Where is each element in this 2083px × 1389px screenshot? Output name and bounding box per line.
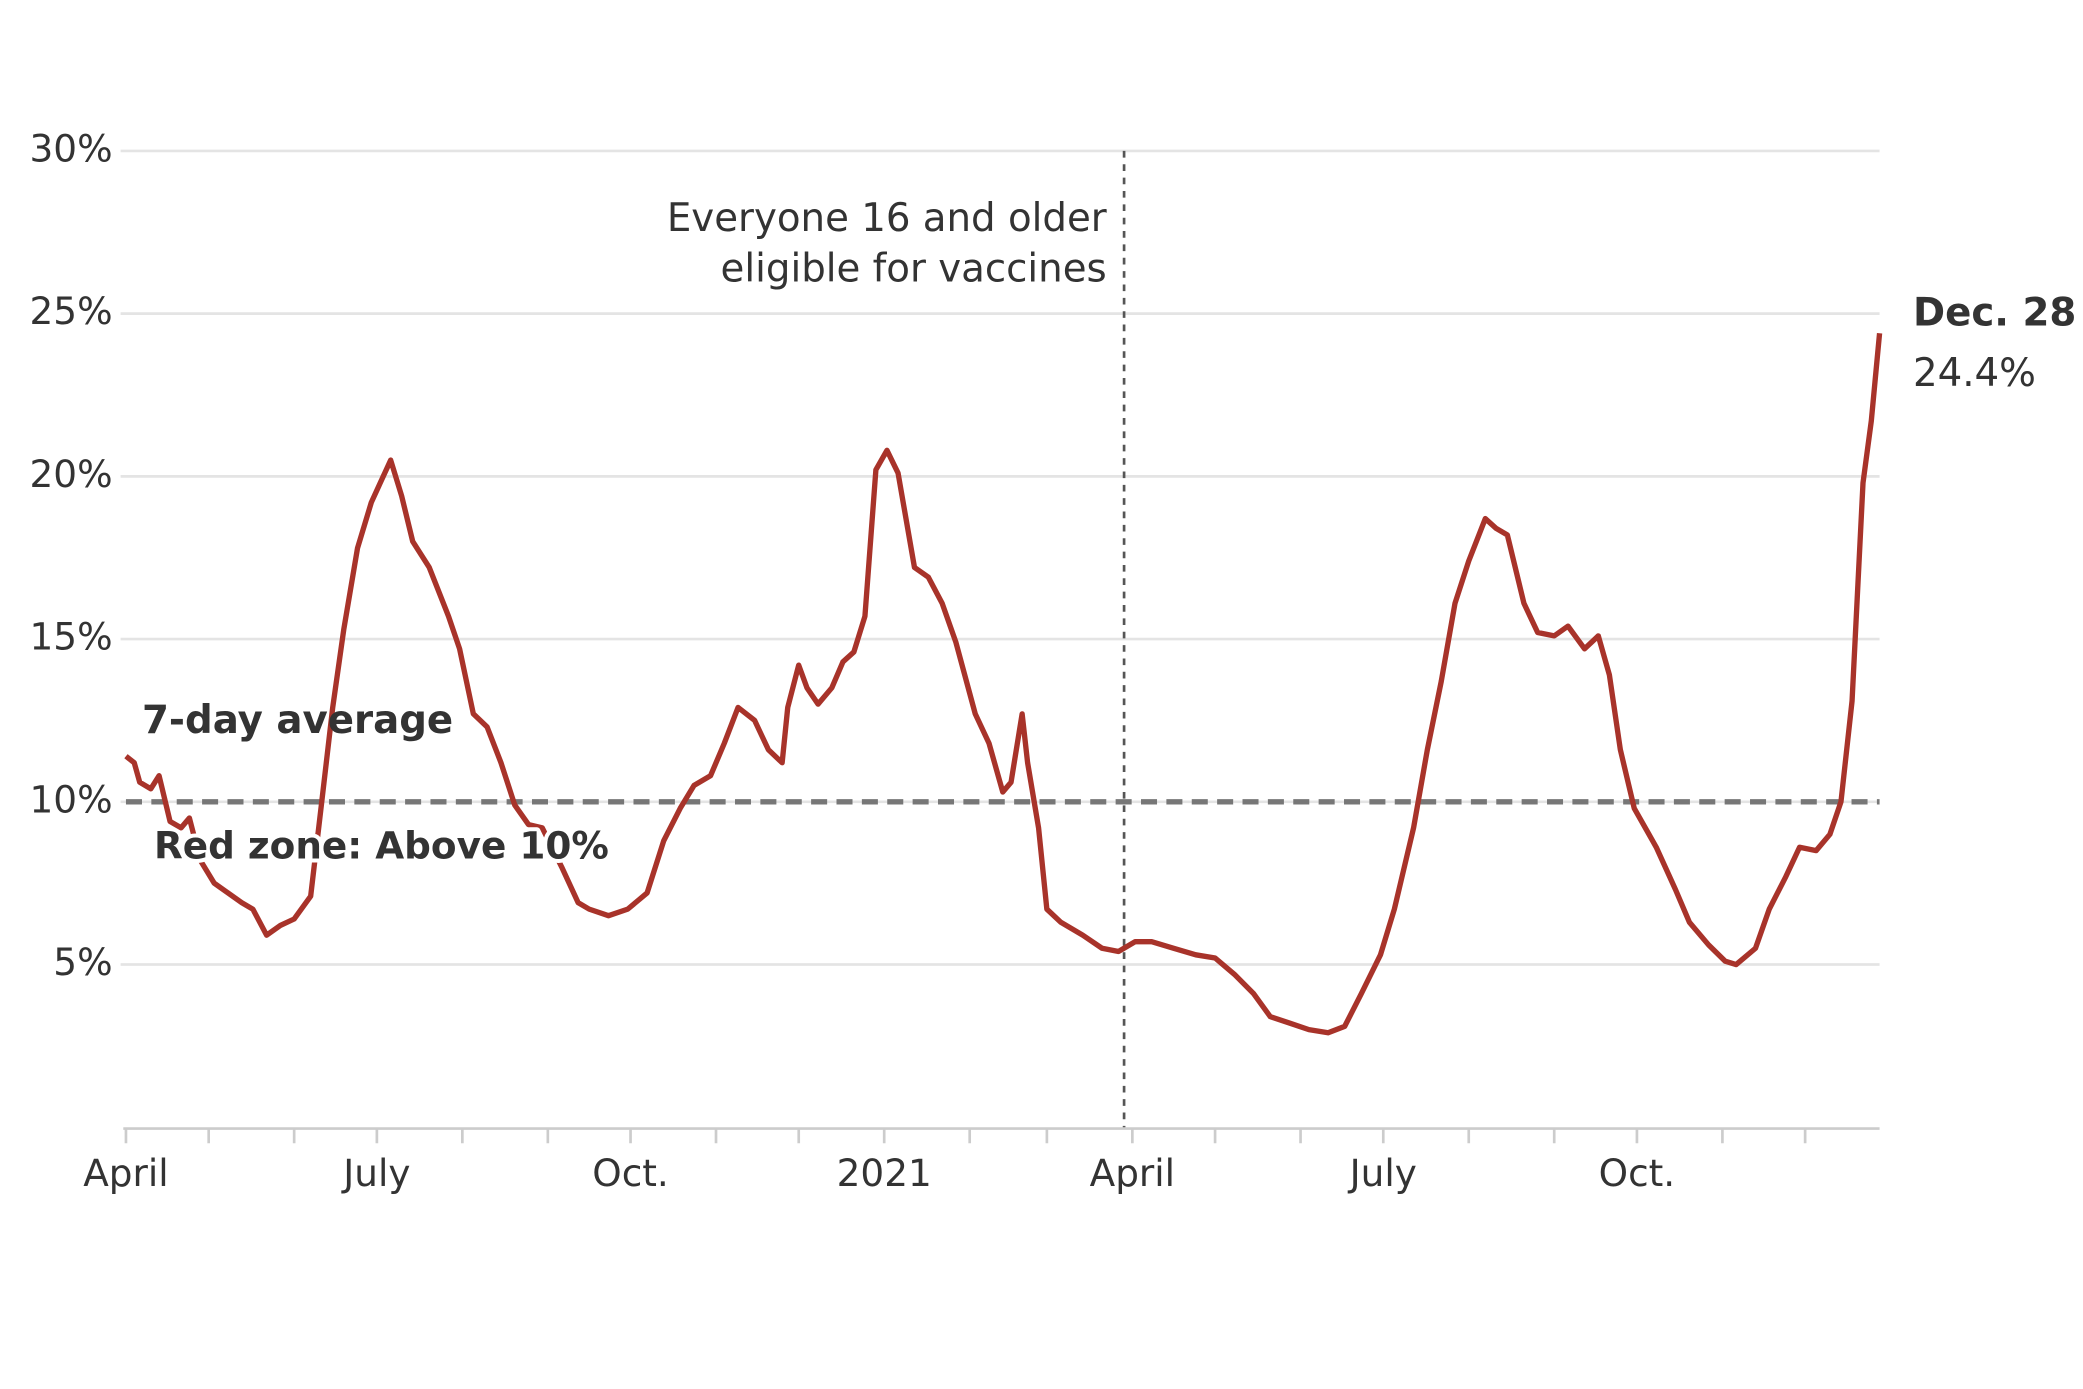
end-date-label: Dec. 28 bbox=[1913, 291, 2076, 336]
x-tick-label: July bbox=[341, 1151, 410, 1195]
event-label: Everyone 16 and older bbox=[667, 196, 1107, 241]
threshold-label: Red zone: Above 10% bbox=[154, 824, 609, 868]
y-tick-label: 5% bbox=[53, 940, 112, 984]
x-tick-label: July bbox=[1348, 1151, 1417, 1195]
x-tick-label: 2021 bbox=[837, 1151, 932, 1195]
y-tick-label: 25% bbox=[30, 289, 113, 333]
end-value-label: 24.4% bbox=[1913, 351, 2036, 396]
x-tick-label: April bbox=[83, 1151, 168, 1195]
x-tick-label: April bbox=[1090, 1151, 1175, 1195]
y-tick-label: 20% bbox=[30, 452, 113, 496]
x-tick-label: Oct. bbox=[1599, 1151, 1676, 1195]
y-tick-label: 15% bbox=[30, 615, 113, 659]
y-tick-label: 30% bbox=[30, 126, 113, 170]
y-tick-label: 10% bbox=[30, 777, 113, 821]
event-label: eligible for vaccines bbox=[721, 247, 1107, 292]
series-label: 7-day average bbox=[142, 698, 453, 743]
data-line bbox=[124, 332, 1883, 1036]
x-tick-label: Oct. bbox=[592, 1151, 669, 1195]
